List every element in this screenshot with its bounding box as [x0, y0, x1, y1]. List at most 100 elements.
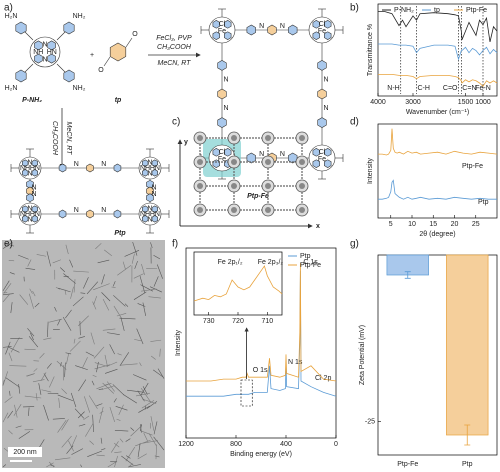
tem-fiber: [4, 396, 13, 403]
tem-fiber: [57, 319, 61, 326]
x-tick-label: 20: [451, 221, 459, 228]
tem-fiber: [133, 291, 147, 300]
tem-fiber: [69, 259, 74, 268]
legend-label: Ptp-Fe: [300, 262, 321, 269]
node-center: [265, 135, 271, 141]
scale-label: 200 nm: [13, 449, 37, 456]
axis-name: x: [316, 223, 320, 230]
ring: [323, 148, 332, 157]
tem-fiber: [56, 360, 67, 370]
ring: [21, 159, 29, 167]
amine: NH₂: [73, 13, 86, 20]
tem-fiber: [36, 254, 47, 257]
pyrrole: N: [27, 170, 32, 177]
tem-fiber: [2, 412, 9, 423]
tem-fiber: [116, 312, 127, 317]
plot-frame: [377, 3, 498, 97]
amine: H₂N: [5, 85, 18, 92]
pyrrole: NH: [20, 211, 30, 218]
tem-fiber: [28, 407, 30, 416]
tem-fiber: [73, 279, 76, 293]
tem-fiber: [149, 286, 163, 293]
tem-fiber: [70, 286, 74, 299]
bond: [103, 56, 111, 67]
tem-fiber: [9, 365, 27, 367]
tem-fiber: [40, 372, 47, 382]
legend-label: tp: [434, 7, 440, 14]
tem-fiber: [107, 361, 118, 367]
tem-fiber: [153, 254, 161, 260]
annotation: C=O: [443, 85, 458, 92]
tem-fiber: [2, 242, 13, 249]
tem-fiber: [140, 388, 152, 403]
tem-fiber: [5, 341, 11, 355]
tem-fiber: [89, 440, 95, 445]
tem-fiber: [106, 381, 115, 392]
ring: [34, 53, 43, 64]
tem-fiber: [69, 340, 81, 352]
pyrrole: N: [27, 159, 32, 166]
tem-fiber: [127, 389, 145, 393]
error-bar: [464, 424, 471, 446]
tem-fiber: [65, 244, 69, 255]
tem-fiber: [113, 305, 122, 318]
metal: Fe: [318, 28, 326, 35]
pyrrole: N: [147, 216, 152, 223]
pyrrole: N: [27, 205, 32, 212]
ring: [113, 163, 122, 173]
ring: [217, 117, 227, 128]
x-tick-label: 5: [389, 221, 393, 228]
reagent: FeCl₃, PVP: [156, 35, 192, 42]
axis-name: y: [184, 139, 188, 146]
tem-fiber: [142, 440, 158, 444]
tem-fiber: [104, 368, 118, 374]
tem-fiber: [93, 346, 105, 359]
node-center: [265, 183, 271, 189]
tem-fiber: [4, 243, 15, 247]
tem-fiber: [153, 421, 158, 435]
scale-box: [8, 447, 42, 457]
tem-fiber: [105, 383, 112, 386]
ring: [86, 209, 94, 219]
tem-fiber: [134, 339, 142, 342]
tem-fiber: [34, 302, 40, 308]
ring: [323, 31, 332, 40]
imine: N: [280, 23, 285, 30]
x-tick-label: 720: [232, 318, 244, 325]
tem-fiber: [99, 411, 104, 414]
tem-fiber: [95, 243, 102, 250]
tem-fiber: [38, 383, 42, 395]
tem-fiber: [124, 250, 140, 257]
imine: N: [74, 207, 79, 214]
tem-fiber: [41, 389, 52, 393]
tem-fiber: [66, 445, 74, 454]
annotation: Fe-N: [475, 85, 491, 92]
tem-fiber: [142, 386, 148, 395]
node-center: [197, 207, 203, 213]
ring: [146, 193, 154, 203]
legend-label: Ptp-Fe: [462, 163, 483, 170]
tem-fiber: [102, 328, 116, 331]
ring: [151, 169, 158, 177]
x-tick-label: 15: [429, 221, 437, 228]
tem-fiber: [98, 388, 104, 390]
tem-texture: [2, 241, 165, 468]
tem-fiber: [132, 241, 138, 256]
tem-fiber: [18, 384, 21, 394]
tem-fiber: [92, 374, 97, 378]
ring: [312, 20, 321, 29]
series-line: [378, 11, 498, 42]
tem-fiber: [128, 464, 142, 468]
pyrrole: HN: [47, 49, 57, 56]
tem-fiber: [87, 450, 102, 457]
tem-fiber: [150, 339, 162, 342]
pyrrole: N: [147, 159, 152, 166]
tem-fiber: [27, 259, 32, 267]
tem-fiber: [107, 461, 117, 468]
tem-fiber: [132, 374, 147, 381]
node-center: [231, 207, 237, 213]
node-center: [299, 159, 305, 165]
tem-fiber: [29, 288, 33, 294]
ring: [31, 159, 39, 167]
